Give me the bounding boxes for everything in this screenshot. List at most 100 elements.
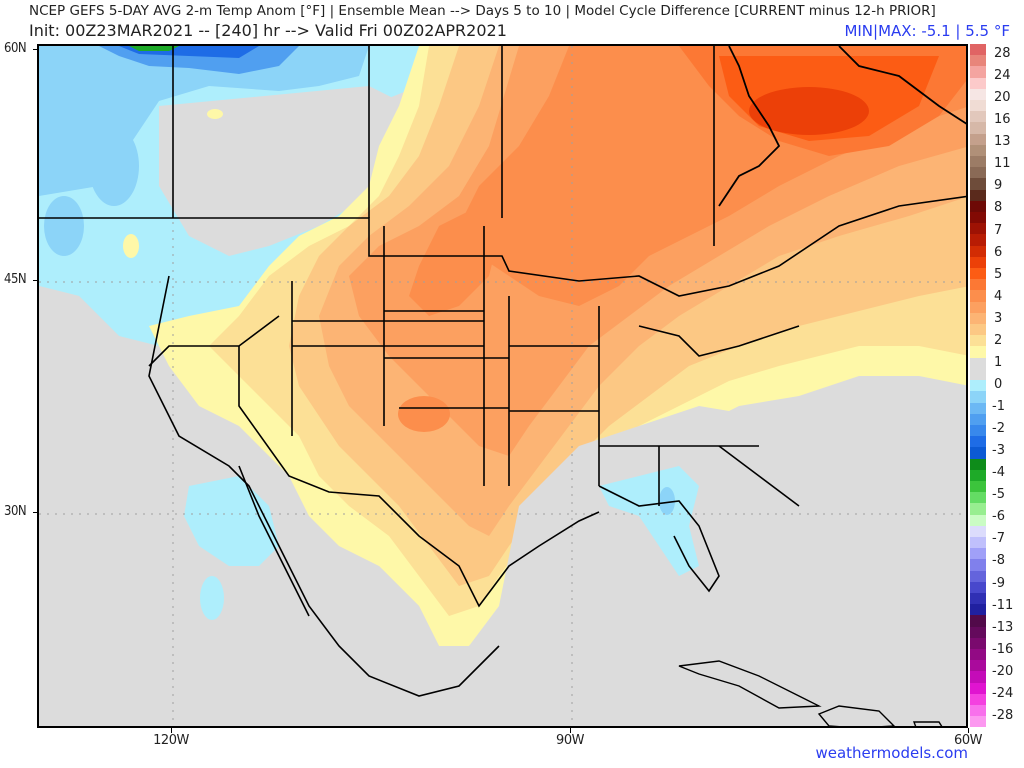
colorbar-swatch <box>970 66 986 78</box>
lon-label-90w: 90W <box>556 733 584 748</box>
colorbar-swatch <box>970 77 986 89</box>
colorbar-swatch <box>970 704 986 717</box>
colorbar-swatch <box>970 469 986 481</box>
colorbar-label: -24 <box>992 685 1014 701</box>
colorbar-swatch <box>970 458 986 470</box>
colorbar-label: -9 <box>992 575 1005 591</box>
colorbar-swatch <box>970 100 986 112</box>
colorbar-label: 8 <box>994 200 1003 216</box>
colorbar-swatch <box>970 335 986 347</box>
lon-label-60w: 60W <box>954 733 982 748</box>
colorbar-swatch <box>970 234 986 246</box>
colorbar-swatch <box>970 693 986 705</box>
colorbar-label: 6 <box>994 244 1003 260</box>
colorbar-label: -16 <box>992 641 1014 657</box>
colorbar-label: -11 <box>992 597 1014 613</box>
colorbar-swatch <box>970 380 986 392</box>
temperature-anomaly-map[interactable] <box>37 44 968 728</box>
colorbar-swatch <box>970 536 986 549</box>
colorbar-swatch <box>970 660 986 672</box>
colorbar-swatch <box>970 223 986 235</box>
lon-tick <box>570 728 571 733</box>
colorbar-swatch <box>970 312 986 325</box>
colorbar-swatch <box>970 436 986 448</box>
colorbar-swatch <box>970 424 986 437</box>
colorbar-swatch <box>970 279 986 291</box>
colorbar-swatch <box>970 682 986 694</box>
colorbar-swatch <box>970 301 986 313</box>
lat-label-60n: 60N <box>4 41 27 56</box>
init-valid-time: Init: 00Z23MAR2021 -- [240] hr --> Valid… <box>29 21 507 40</box>
colorbar-swatch <box>970 245 986 257</box>
colorbar-label: 20 <box>994 90 1011 106</box>
colorbar-swatch <box>970 256 986 269</box>
colorbar-label: -20 <box>992 663 1014 679</box>
colorbar-swatch <box>970 413 986 425</box>
colorbar-label: 5 <box>994 266 1003 282</box>
colorbar-label: -2 <box>992 421 1005 437</box>
colorbar-swatch <box>970 492 986 504</box>
colorbar-swatch <box>970 156 986 168</box>
colorbar-swatch <box>970 167 986 179</box>
lon-tick <box>968 728 969 733</box>
lat-tick <box>33 512 38 513</box>
colorbar-swatch <box>970 290 986 302</box>
colorbar-swatch <box>970 514 986 526</box>
colorbar-swatch <box>970 581 986 593</box>
neutral-region-southeast <box>39 381 966 726</box>
colorbar-label: -4 <box>992 465 1005 481</box>
colorbar-swatch <box>970 615 986 627</box>
colorbar-label: 3 <box>994 310 1003 326</box>
hudson-bay-coast <box>718 46 966 207</box>
colorbar-swatch <box>970 144 986 157</box>
lat-label-30n: 30N <box>4 504 27 519</box>
colorbar-swatch <box>970 716 986 728</box>
colorbar-swatch <box>970 133 986 145</box>
colorbar-swatch <box>970 637 986 649</box>
colorbar-label: 7 <box>994 222 1003 238</box>
colorbar-label: -8 <box>992 553 1005 569</box>
colorbar-swatch <box>970 178 986 190</box>
colorbar-label: 24 <box>994 68 1011 84</box>
colorbar-swatch <box>970 189 986 201</box>
lon-tick <box>171 728 172 733</box>
colorbar-label: -28 <box>992 707 1014 723</box>
colorbar-swatch <box>970 44 986 56</box>
colorbar-label: -3 <box>992 443 1005 459</box>
lat-tick <box>33 49 38 50</box>
colorbar-label: 11 <box>994 156 1011 172</box>
colorbar-label: -13 <box>992 619 1014 635</box>
colorbar-label: -5 <box>992 487 1005 503</box>
colorbar-label: 28 <box>994 46 1011 61</box>
colorbar-swatch <box>970 357 986 369</box>
colorbar-label: 0 <box>994 376 1003 392</box>
colorbar <box>970 44 986 728</box>
lon-label-120w: 120W <box>153 733 189 748</box>
colorbar-swatch <box>970 503 986 515</box>
colorbar-swatch <box>970 525 986 537</box>
min-max-readout: MIN|MAX: -5.1 | 5.5 °F <box>844 22 1010 40</box>
colorbar-swatch <box>970 447 986 459</box>
colorbar-swatch <box>970 402 986 414</box>
colorbar-swatch <box>970 268 986 280</box>
colorbar-label: -6 <box>992 509 1005 525</box>
colorbar-label: 1 <box>994 354 1003 370</box>
colorbar-swatch <box>970 212 986 224</box>
colorbar-swatch <box>970 55 986 67</box>
colorbar-swatch <box>970 648 986 661</box>
colorbar-swatch <box>970 570 986 582</box>
colorbar-swatch <box>970 122 986 134</box>
colorbar-label: 13 <box>994 134 1011 150</box>
colorbar-label: -1 <box>992 399 1005 415</box>
colorbar-swatch <box>970 480 986 493</box>
colorbar-swatch <box>970 592 986 605</box>
map-contours <box>39 46 966 726</box>
colorbar-swatch <box>970 200 986 213</box>
colorbar-swatch <box>970 88 986 101</box>
colorbar-label: 9 <box>994 178 1003 194</box>
site-credit-link[interactable]: weathermodels.com <box>815 744 968 762</box>
chart-title: NCEP GEFS 5-DAY AVG 2-m Temp Anom [°F] |… <box>29 3 936 19</box>
lat-label-45n: 45N <box>4 272 27 287</box>
colorbar-swatch <box>970 368 986 381</box>
colorbar-swatch <box>970 346 986 358</box>
